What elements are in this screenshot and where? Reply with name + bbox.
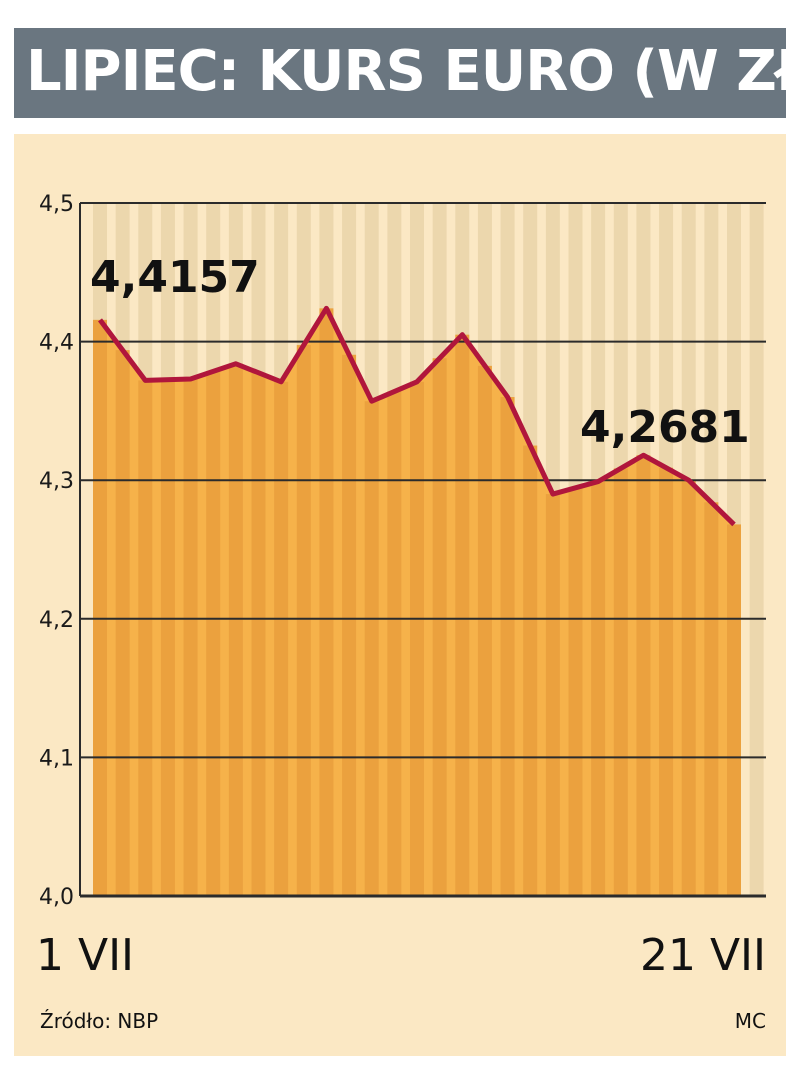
area-stripe xyxy=(455,334,470,896)
area-stripe xyxy=(523,445,538,896)
y-tick-label: 4,5 xyxy=(39,192,74,217)
area-stripe xyxy=(364,401,379,896)
area-stripe xyxy=(115,350,130,896)
area-stripe xyxy=(568,487,583,896)
chart-title: LIPIEC: KURS EURO (W ZŁ) xyxy=(26,39,805,104)
area-stripe xyxy=(591,481,606,896)
background-stripe xyxy=(749,203,764,896)
y-tick-label: 4,4 xyxy=(39,331,74,356)
end-value-label: 4,2681 xyxy=(580,402,750,453)
rate-line xyxy=(97,305,736,527)
area-stripe xyxy=(228,363,243,896)
area-stripe xyxy=(160,379,175,897)
euro-rate-chart: 4,0 4,1 4,2 4,3 4,4 4,5 4,4157 4,2681 1 VII 2… xyxy=(36,192,766,1033)
chart-panel: 4,0 4,1 4,2 4,3 4,4 4,5 4,4157 4,2681 1 VII 2… xyxy=(14,134,786,1056)
area-stripe xyxy=(387,391,402,896)
x-label-first: 1 VII xyxy=(36,930,134,981)
y-tick-label: 4,3 xyxy=(39,469,74,494)
area-stripes xyxy=(93,308,741,897)
y-tick-labels: 4,0 4,1 4,2 4,3 4,4 4,5 xyxy=(39,192,74,910)
area-stripe xyxy=(681,480,696,896)
area-stripe xyxy=(704,502,719,896)
area-stripe xyxy=(274,381,289,896)
area-stripe xyxy=(296,345,311,896)
chart-title-bar: LIPIEC: KURS EURO (W ZŁ) xyxy=(14,28,805,118)
start-value-label: 4,4157 xyxy=(90,252,260,303)
area-stripe xyxy=(659,467,674,896)
area-stripe xyxy=(545,494,560,896)
y-tick-label: 4,1 xyxy=(39,746,74,771)
area-stripe xyxy=(613,468,628,896)
area-stripe xyxy=(342,354,357,897)
area-stripe xyxy=(93,319,107,896)
credit-label: MC xyxy=(735,1009,766,1033)
area-stripe xyxy=(432,358,447,896)
area-stripe xyxy=(183,379,198,897)
area-stripe xyxy=(206,371,221,896)
x-label-last: 21 VII xyxy=(640,930,766,981)
grid-lines xyxy=(79,202,766,898)
area-stripe xyxy=(500,397,515,896)
y-tick-label: 4,2 xyxy=(39,608,74,633)
area-stripe xyxy=(636,455,651,896)
area-stripe xyxy=(727,524,741,896)
area-stripe xyxy=(138,380,153,896)
area-stripe xyxy=(410,381,424,896)
area-stripe xyxy=(251,372,266,896)
y-tick-label: 4,0 xyxy=(39,885,74,910)
area-stripe xyxy=(319,308,334,896)
source-label: Źródło: NBP xyxy=(40,1009,158,1033)
area-stripe xyxy=(477,365,492,896)
